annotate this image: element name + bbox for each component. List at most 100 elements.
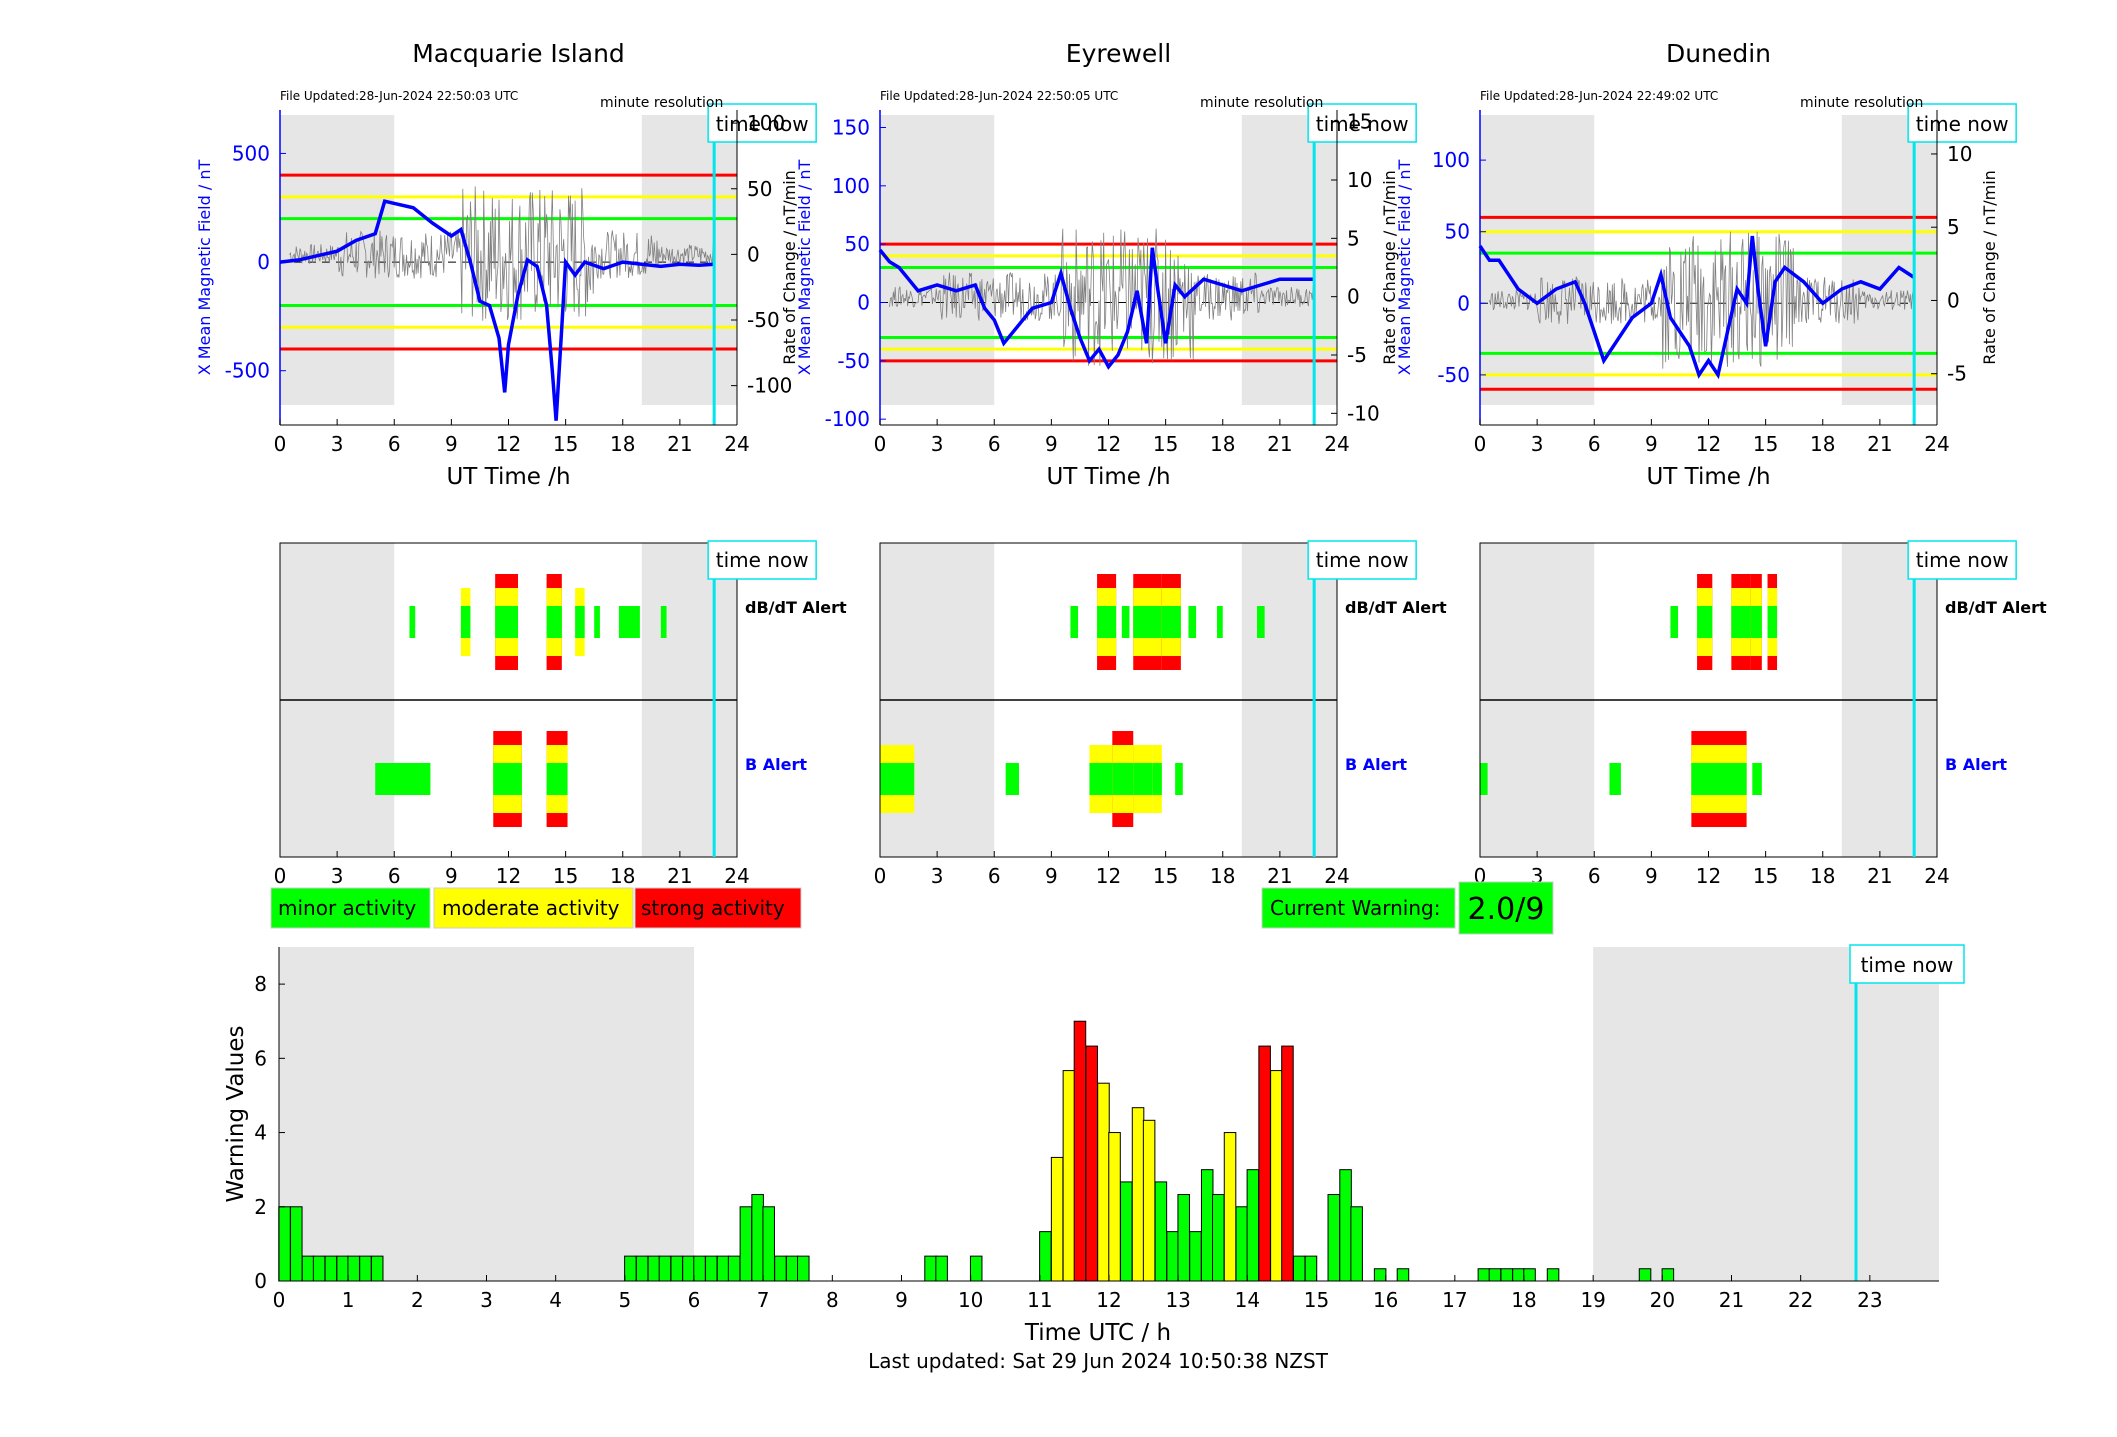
right-tick-label: 50 [747,177,772,201]
warning-x-tick-label: 2 [411,1288,424,1312]
warning-bar-1 [290,1206,303,1282]
warning-bar-61 [1523,1268,1536,1282]
time-now-box [707,103,817,143]
right-tick-label: 5 [1347,226,1360,250]
warning-bar-31 [1073,1020,1087,1282]
x-tick-label: 3 [331,432,344,456]
mean-field-trace [878,247,1315,370]
warning-bar-12 [658,1255,672,1282]
dbdt-alert-bar-green-1 [460,606,471,638]
warning-night-shade-1 [1593,947,1939,1281]
alert-x-tick-label: 21 [1867,864,1892,888]
warning-bar-58 [1488,1268,1502,1282]
warning-bar-37 [1142,1119,1156,1282]
warning-bar-50 [1292,1255,1306,1282]
alert-x-tick-label: 9 [445,864,458,888]
right-axis-title: Rate of Change / nT/min [1380,170,1399,365]
right-tick-label: 10 [1947,142,1972,166]
right-tick-label: -100 [747,374,792,398]
x-tick-label: 6 [1588,432,1601,456]
right-tick-label: -5 [1347,343,1367,367]
b-alert-label: B Alert [745,755,807,774]
mean-field-trace [1478,235,1916,380]
alert-x-tick-label: 0 [274,864,287,888]
warning-bar-17 [716,1255,730,1282]
warning-x-tick-label: 14 [1235,1288,1260,1312]
rate-of-change-trace [889,228,1314,366]
warning-bar-60 [1512,1268,1525,1282]
warning-x-tick-label: 6 [688,1288,701,1312]
night-shade-1 [1841,115,1937,405]
dbdt-alert-bar-green-5 [1188,606,1197,638]
b-alert-label: B Alert [1345,755,1407,774]
right-tick-label: -50 [747,308,780,332]
legend-strong-label: strong activity [641,896,785,920]
dbdt-alert-bar-green-3 [1133,606,1162,638]
alert-time-now-label: time now [1916,548,2009,572]
alert-x-tick-label: 12 [1096,864,1121,888]
warning-night-shade-0 [279,947,694,1281]
x-axis-title: UT Time /h [1046,464,1170,490]
left-axis-title: X Mean Magnetic Field / nT [195,160,214,376]
warning-x-tick-label: 5 [618,1288,631,1312]
dbdt-alert-bar-green-1 [1697,606,1713,638]
left-tick-label: 100 [832,174,870,198]
warning-bar-56 [1396,1268,1410,1282]
alert-time-now-label: time now [1316,548,1409,572]
left-tick-label: -50 [1437,363,1470,387]
warning-bar-8 [370,1255,384,1282]
warning-bar-16 [705,1255,718,1282]
b-alert-bar-green-0 [375,763,431,795]
warning-bar-27 [969,1255,983,1282]
warning-x-tick-label: 21 [1719,1288,1744,1312]
alert-x-tick-label: 3 [331,864,344,888]
x-tick-label: 12 [1096,432,1121,456]
warning-y-axis-title: Warning Values [223,1025,249,1202]
warning-bar-11 [647,1255,661,1282]
warning-bar-21 [762,1206,775,1282]
right-tick-label: 0 [1947,288,1960,312]
legend-moderate-swatch [433,887,634,929]
warning-x-tick-label: 19 [1580,1288,1605,1312]
right-axis-title: Rate of Change / nT/min [780,170,799,365]
x-tick-label: 15 [553,432,578,456]
dbdt-alert-bar-green-0 [1670,606,1679,638]
warning-bar-40 [1177,1194,1190,1282]
warning-bar-53 [1339,1169,1352,1282]
alert-x-tick-label: 18 [610,864,635,888]
time-now-box [1907,103,2017,143]
warning-time-now-box [1849,944,1965,984]
resolution-text: minute resolution [1800,95,1923,111]
legend-minor-swatch [270,887,431,929]
alert-x-tick-label: 6 [388,864,401,888]
alert-time-now-box [1907,540,2017,580]
mean-field-trace [279,199,715,421]
x-tick-label: 3 [931,432,944,456]
warning-x-tick-label: 4 [549,1288,562,1312]
alert-x-tick-label: 21 [1267,864,1292,888]
legend-strong-swatch [634,887,802,929]
x-tick-label: 0 [1474,432,1487,456]
alert-time-now-label: time now [716,548,809,572]
warning-bar-28 [1039,1231,1052,1282]
x-tick-label: 3 [1531,432,1544,456]
warning-bar-33 [1097,1082,1110,1282]
warning-bar-30 [1062,1070,1076,1282]
warning-x-tick-label: 23 [1857,1288,1882,1312]
b-alert-bar-green-2 [546,763,568,795]
x-tick-label: 24 [1924,432,1949,456]
warning-x-tick-label: 16 [1373,1288,1398,1312]
dbdt-alert-bar-green-2 [1121,606,1130,638]
left-tick-label: 0 [857,291,870,315]
alert-x-tick-label: 15 [1753,864,1778,888]
warning-x-axis-title: Time UTC / h [1024,1320,1171,1346]
dbdt-alert-bar-green-5 [594,606,600,638]
warning-bar-51 [1304,1255,1318,1282]
x-tick-label: 15 [1753,432,1778,456]
x-tick-label: 0 [874,432,887,456]
